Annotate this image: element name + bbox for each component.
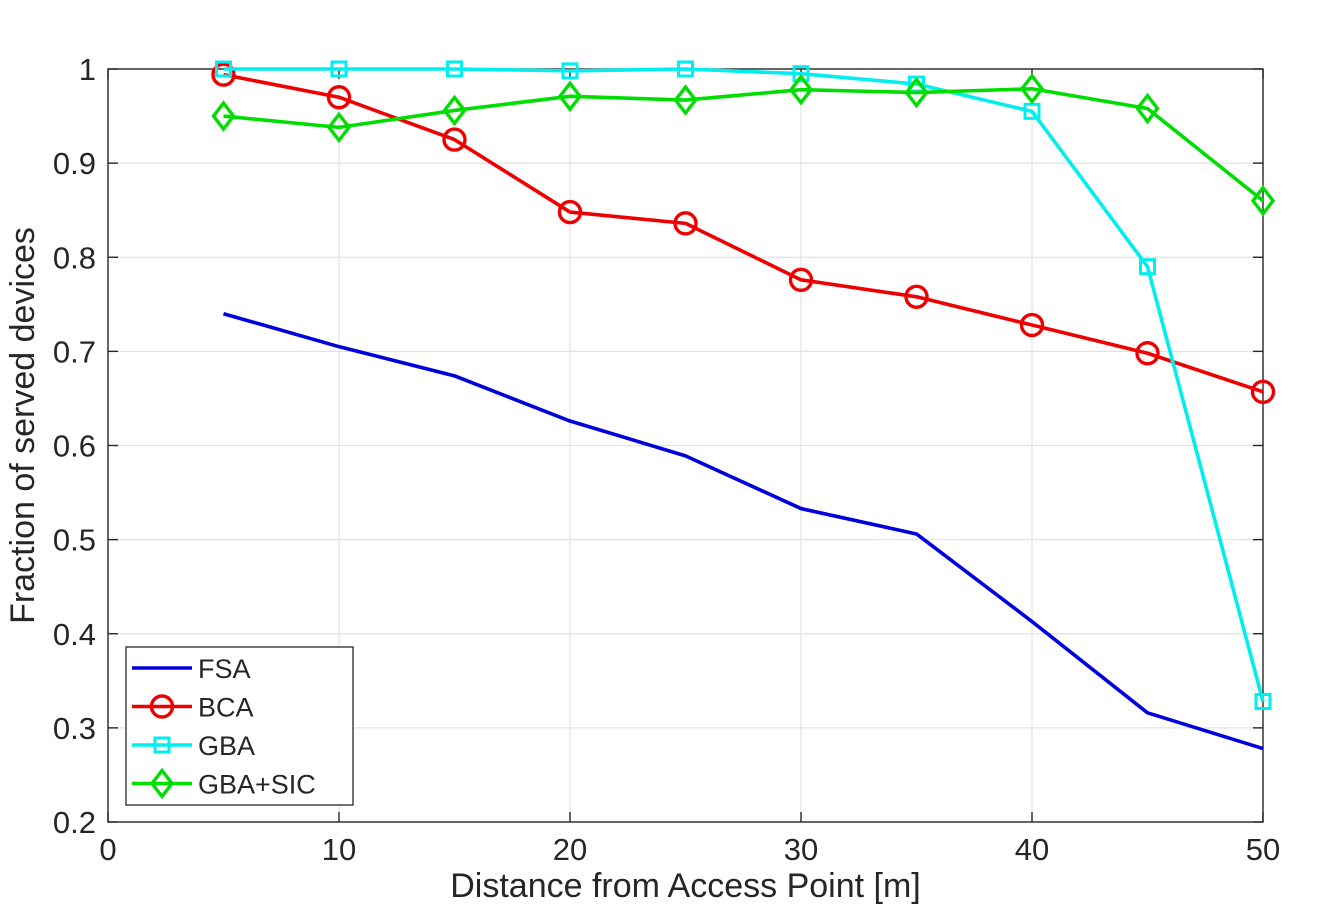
data-point-circle [326, 85, 352, 110]
series-layer [211, 60, 1276, 751]
data-point-square [1254, 693, 1272, 711]
data-point-square [330, 60, 348, 78]
legend-swatch-marker [149, 694, 175, 719]
data-point-circle [1019, 312, 1045, 338]
y-tick-label: 1 [79, 52, 96, 87]
data-point-diamond [673, 84, 698, 116]
data-point-diamond [904, 76, 929, 109]
legend-item: GBA+SIC [132, 767, 316, 800]
legend-item: GBA [132, 731, 255, 761]
data-point-circle [788, 267, 814, 293]
data-point-circle [442, 127, 467, 152]
x-tick-label: 50 [1246, 832, 1280, 867]
y-tick-label: 0.6 [53, 429, 96, 464]
x-tick-label: 10 [322, 832, 356, 867]
axis-ticks: 0 10 20 30 40 50 0.2 0.3 0.4 0.5 0.6 0.7 0.8 0.9 1 [53, 52, 1280, 867]
legend-box [125, 646, 354, 806]
data-point-square [792, 65, 810, 83]
x-axis-label: Distance from Access Point [m] [450, 867, 921, 905]
data-point-square [677, 60, 694, 78]
legend-item: BCA [132, 693, 254, 723]
data-point-square [561, 62, 579, 80]
y-tick-label: 0.2 [53, 805, 96, 840]
y-axis-label: Fraction of served devices [4, 227, 42, 624]
y-tick-label: 0.3 [53, 711, 96, 746]
series-gba-sic [211, 72, 1276, 217]
data-point-diamond [211, 100, 236, 132]
data-point-circle [211, 62, 236, 87]
data-point-circle [673, 211, 698, 236]
legend-label: FSA [198, 654, 251, 684]
legend: FSA BCA GBA GBA+SIC [125, 646, 354, 806]
data-point-diamond [442, 94, 467, 127]
y-tick-label: 0.4 [53, 617, 96, 652]
y-tick-label: 0.5 [53, 523, 96, 558]
legend-label: GBA+SIC [198, 770, 316, 800]
legend-item: FSA [132, 654, 251, 684]
data-point-square [1139, 258, 1156, 276]
series-fsa [223, 311, 1264, 751]
data-point-diamond [557, 80, 583, 113]
data-point-diamond [1250, 184, 1276, 217]
y-tick-label: 0.8 [53, 240, 96, 275]
data-point-diamond [326, 111, 352, 144]
x-tick-label: 0 [99, 832, 116, 867]
data-point-circle [1250, 379, 1276, 405]
data-point-square [215, 60, 232, 78]
data-point-circle [904, 284, 929, 309]
series-gba [215, 60, 1272, 711]
series-line [223, 67, 1265, 702]
data-point-diamond [1019, 72, 1045, 105]
legend-label: GBA [198, 731, 255, 761]
data-point-diamond [1135, 92, 1160, 125]
data-point-circle [1135, 341, 1160, 366]
series-line [223, 311, 1264, 751]
x-tick-label: 30 [784, 832, 818, 867]
data-point-circle [557, 199, 583, 225]
x-tick-label: 20 [553, 832, 587, 867]
data-point-square [446, 60, 463, 78]
legend-swatch-marker [149, 767, 175, 800]
y-tick-label: 0.7 [53, 334, 96, 369]
legend-label: BCA [198, 693, 254, 723]
legend-swatch-marker [153, 736, 171, 754]
y-tick-label: 0.9 [53, 146, 96, 181]
data-point-diamond [788, 73, 814, 106]
x-tick-label: 40 [1015, 832, 1049, 867]
series-line [223, 86, 1265, 203]
